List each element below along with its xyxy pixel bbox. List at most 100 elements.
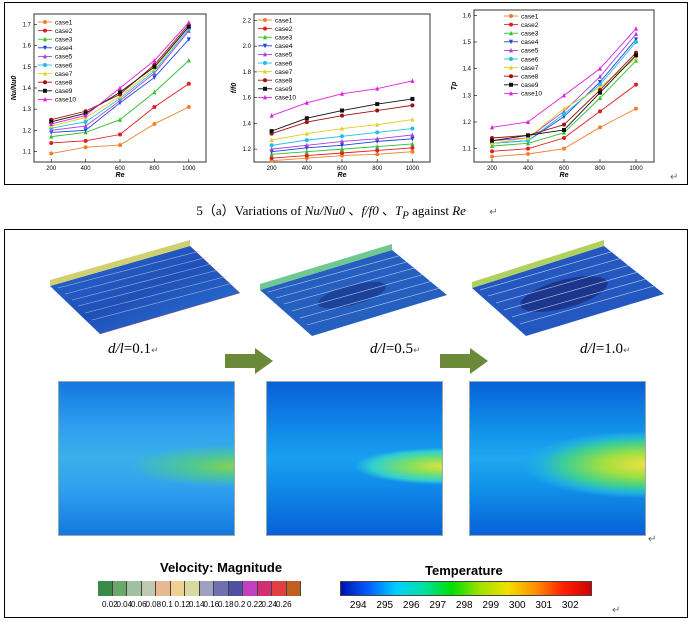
legend-marker xyxy=(43,63,47,67)
legend-marker xyxy=(263,51,267,57)
data-point xyxy=(304,153,309,158)
data-point xyxy=(152,58,157,63)
chart-nu: 1.1 1.2 1.3 1.4 1.5 1.6 1.7 200 400 600 800 1000 Re N… xyxy=(10,6,215,182)
data-point xyxy=(304,138,309,143)
legend-marker xyxy=(263,86,267,91)
y-tick-label: 1.6 xyxy=(23,44,32,50)
data-point xyxy=(186,105,191,110)
legend-label: case8 xyxy=(275,78,293,85)
data-point xyxy=(598,82,602,87)
velocity-color-swatch xyxy=(127,581,142,596)
data-point xyxy=(269,143,274,148)
legend-marker xyxy=(263,43,267,49)
data-point xyxy=(49,151,54,156)
data-point xyxy=(269,113,274,118)
data-point xyxy=(152,64,157,69)
data-point xyxy=(49,140,54,145)
data-point xyxy=(598,84,602,90)
velocity-color-swatch xyxy=(156,581,171,596)
x-tick-label: 1000 xyxy=(406,166,420,172)
x-axis-label: Re xyxy=(560,172,569,179)
data-point xyxy=(598,66,602,71)
data-point xyxy=(118,85,122,90)
series-case3 xyxy=(490,58,638,148)
legend-label: case2 xyxy=(55,28,73,35)
legend-marker xyxy=(509,74,513,79)
temperature-tick-label: 297 xyxy=(429,600,447,611)
legend-marker xyxy=(263,78,267,83)
legend-label: case3 xyxy=(275,35,293,42)
data-point xyxy=(152,121,157,126)
temperature-ticks: 294 295 296 297 298 299 300 301 302 xyxy=(345,600,584,611)
data-point xyxy=(490,124,494,130)
legend-marker xyxy=(509,65,513,70)
velocity-color-swatch xyxy=(170,581,185,596)
legend-marker xyxy=(509,30,513,36)
data-point xyxy=(186,19,191,25)
y-tick-label: 1.3 xyxy=(23,107,32,113)
data-point xyxy=(410,117,415,122)
y-tick-label: 1.5 xyxy=(463,40,472,46)
chart-tp: 1.1 1.2 1.3 1.4 1.5 1.6 200 400 600 800 1000 Re Tp ca… xyxy=(450,6,665,182)
series-case1 xyxy=(490,106,638,159)
series-case1 xyxy=(49,105,191,156)
legend-marker xyxy=(509,57,513,61)
streamline-plate-3 xyxy=(472,240,664,336)
velocity-tick-label: 0.24 xyxy=(261,600,278,609)
legend-label: case3 xyxy=(521,31,539,38)
temperature-tick-label: 300 xyxy=(508,600,526,611)
legend-marker xyxy=(509,82,513,87)
x-tick-label: 1000 xyxy=(182,166,196,172)
x-tick-label: 600 xyxy=(337,166,348,172)
legend-label: case8 xyxy=(521,74,539,81)
data-point xyxy=(410,96,415,101)
legend-label: case9 xyxy=(55,88,73,95)
x-axis-label: Re xyxy=(338,172,347,179)
data-point xyxy=(186,81,191,86)
data-point xyxy=(269,129,274,134)
velocity-color-swatch xyxy=(243,581,258,596)
ratio-label-1: d/l=0.1↵ xyxy=(108,341,159,357)
velocity-color-swatch xyxy=(112,581,127,596)
legend-label: case2 xyxy=(521,22,539,29)
velocity-tick-label: 0.18 xyxy=(218,600,234,609)
legend-marker xyxy=(43,53,47,59)
velocity-color-swatch xyxy=(214,581,229,596)
data-point xyxy=(634,26,638,31)
legend-label: case1 xyxy=(521,13,539,20)
legend-label: case6 xyxy=(275,60,293,67)
data-point xyxy=(340,113,344,118)
data-point xyxy=(375,102,380,107)
x-tick-label: 200 xyxy=(46,166,57,172)
data-point xyxy=(634,37,638,42)
temperature-tick-label: 302 xyxy=(561,600,579,611)
data-point xyxy=(562,146,566,151)
temperature-tick-label: 295 xyxy=(376,600,394,611)
data-point xyxy=(340,126,344,131)
legend-marker xyxy=(43,45,47,51)
legend-marker xyxy=(263,69,267,74)
y-tick-label: 1.6 xyxy=(243,96,252,102)
series-case10 xyxy=(49,19,191,126)
y-tick-label: 1.2 xyxy=(463,120,472,126)
legend-marker xyxy=(263,34,267,40)
data-point xyxy=(410,141,415,146)
y-tick-label: 1.2 xyxy=(243,147,252,153)
data-point xyxy=(562,130,566,135)
y-tick-label: 1.1 xyxy=(23,149,32,155)
temperature-legend-title: Temperature xyxy=(425,563,503,578)
series-case3 xyxy=(49,58,191,139)
series-case2 xyxy=(490,82,638,154)
data-point xyxy=(410,136,415,142)
charts-panel xyxy=(4,2,688,185)
data-point xyxy=(410,145,415,150)
legend-marker xyxy=(263,61,267,65)
series-line xyxy=(491,39,637,144)
data-point xyxy=(340,91,344,96)
data-point xyxy=(49,134,54,139)
y-tick-label: 1.8 xyxy=(243,70,252,76)
series-case6 xyxy=(269,126,415,148)
velocity-color-swatch xyxy=(185,581,200,596)
data-point xyxy=(562,128,566,132)
